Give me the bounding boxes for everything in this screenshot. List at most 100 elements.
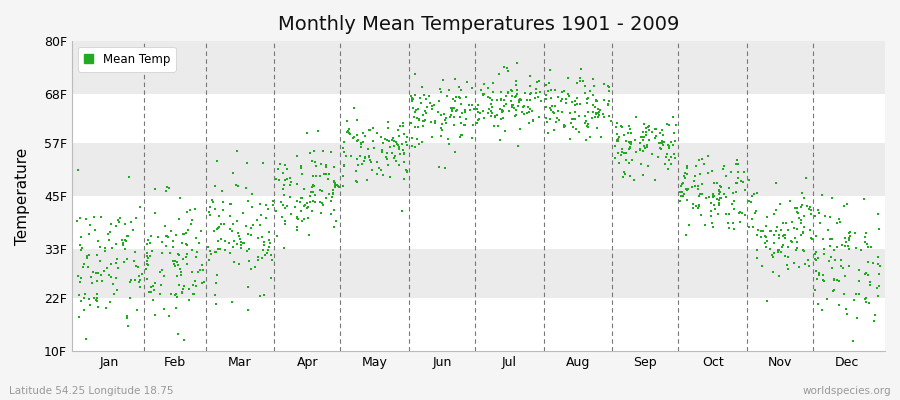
Point — [169, 304, 184, 311]
Point — [545, 103, 560, 109]
Point — [212, 224, 226, 230]
Point — [240, 307, 255, 314]
Point — [434, 112, 448, 118]
Point — [379, 154, 393, 160]
Point — [104, 299, 118, 305]
Text: worldspecies.org: worldspecies.org — [803, 386, 891, 396]
Point — [275, 213, 290, 220]
Point — [557, 122, 572, 128]
Point — [578, 120, 592, 126]
Point — [758, 240, 772, 246]
Point — [110, 256, 124, 262]
Point — [202, 204, 217, 210]
Point — [813, 210, 827, 217]
Point — [161, 234, 176, 240]
Point — [500, 68, 515, 74]
Point — [161, 185, 176, 192]
Point — [736, 169, 751, 176]
Point — [680, 187, 695, 193]
Point — [392, 142, 406, 148]
Point — [579, 137, 593, 144]
Point — [851, 290, 866, 297]
Point — [363, 127, 377, 134]
Point — [847, 297, 861, 304]
Point — [824, 243, 838, 249]
Point — [742, 177, 756, 184]
Point — [661, 166, 675, 172]
Point — [570, 101, 584, 107]
Point — [466, 106, 481, 112]
Point — [692, 157, 706, 163]
Point — [841, 311, 855, 317]
Point — [210, 272, 224, 279]
Point — [505, 104, 519, 110]
Point — [370, 159, 384, 165]
Point — [301, 130, 315, 136]
Point — [173, 195, 187, 202]
Point — [794, 220, 808, 226]
Point — [72, 242, 86, 248]
Point — [448, 149, 463, 155]
Point — [780, 262, 795, 268]
Point — [706, 180, 721, 186]
Point — [778, 232, 792, 239]
Point — [403, 119, 418, 126]
Point — [652, 130, 667, 136]
Point — [410, 115, 424, 121]
Point — [789, 244, 804, 251]
Point — [185, 269, 200, 275]
Point — [674, 183, 688, 190]
Point — [519, 110, 534, 116]
Point — [591, 112, 606, 119]
Point — [520, 104, 535, 110]
Point — [425, 102, 439, 109]
Point — [491, 123, 505, 129]
Point — [579, 118, 593, 124]
Point — [210, 226, 224, 232]
Point — [487, 122, 501, 129]
Point — [280, 175, 294, 182]
Point — [349, 177, 364, 184]
Point — [641, 124, 655, 130]
Point — [78, 336, 93, 342]
Point — [166, 244, 180, 250]
Point — [153, 269, 167, 276]
Point — [808, 256, 823, 263]
Point — [408, 109, 422, 115]
Bar — [72, 41, 885, 94]
Point — [811, 254, 825, 261]
Point — [503, 87, 517, 93]
Point — [500, 65, 514, 71]
Point — [858, 271, 872, 277]
Point — [804, 207, 818, 213]
Point — [610, 137, 625, 144]
Point — [131, 264, 146, 270]
Point — [824, 214, 838, 220]
Point — [432, 164, 446, 170]
Point — [405, 97, 419, 103]
Point — [673, 193, 688, 199]
Point — [202, 209, 216, 215]
Point — [667, 150, 681, 157]
Point — [649, 126, 663, 133]
Point — [357, 158, 372, 164]
Point — [266, 198, 280, 204]
Point — [716, 166, 730, 172]
Point — [407, 114, 421, 120]
Point — [541, 88, 555, 94]
Point — [559, 100, 573, 106]
Point — [234, 242, 248, 248]
Point — [722, 185, 736, 192]
Point — [589, 97, 603, 104]
Point — [754, 228, 769, 234]
Point — [802, 205, 816, 212]
Point — [552, 108, 566, 114]
Point — [222, 226, 237, 232]
Point — [400, 139, 414, 146]
Point — [154, 282, 168, 288]
Point — [471, 108, 485, 115]
Point — [504, 88, 518, 94]
Point — [176, 282, 191, 289]
Point — [523, 82, 537, 89]
Point — [392, 143, 407, 150]
